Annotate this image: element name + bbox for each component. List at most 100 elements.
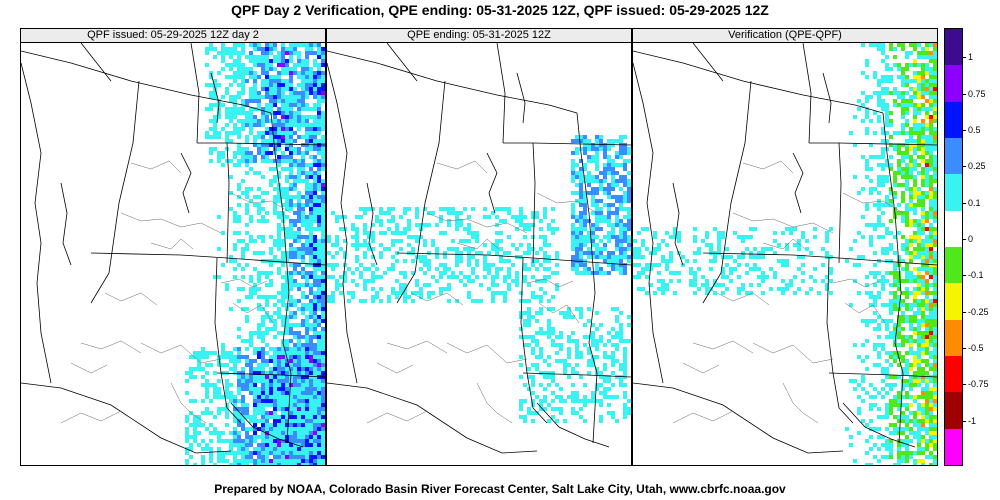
precip-cell	[281, 99, 285, 103]
panel-verification-title: Verification (QPE-QPF)	[633, 29, 937, 43]
precip-cell	[873, 187, 877, 191]
precip-cell	[491, 263, 495, 267]
precip-cell	[455, 259, 459, 263]
precip-cell	[297, 215, 301, 219]
precip-cell	[531, 419, 535, 423]
precip-cell	[301, 411, 305, 415]
precip-cell	[245, 163, 249, 167]
precip-cell	[543, 375, 547, 379]
precip-cell	[249, 131, 253, 135]
precip-cell	[233, 71, 237, 75]
precip-cell	[689, 267, 693, 271]
precip-cell	[905, 175, 909, 179]
precip-cell	[885, 195, 889, 199]
precip-cell	[881, 275, 885, 279]
precip-cell	[237, 463, 241, 465]
precip-cell	[261, 331, 265, 335]
river-line	[230, 192, 292, 214]
precip-cell	[933, 91, 937, 95]
precip-cell	[559, 395, 563, 399]
precip-cell	[209, 159, 213, 163]
precip-cell	[321, 159, 325, 163]
precip-cell	[603, 187, 607, 191]
precip-cell	[615, 307, 619, 311]
precip-cell	[317, 347, 321, 351]
precip-cell	[451, 239, 455, 243]
precip-cell	[313, 43, 317, 47]
precip-cell	[611, 179, 615, 183]
precip-cell	[269, 279, 273, 283]
precip-cell	[881, 211, 885, 215]
precip-cell	[627, 211, 631, 215]
precip-cell	[873, 311, 877, 315]
precip-cell	[229, 367, 233, 371]
precip-cell	[321, 135, 325, 139]
precip-cell	[491, 299, 495, 303]
precip-cell	[865, 175, 869, 179]
precip-cell	[301, 123, 305, 127]
precip-cell	[575, 139, 579, 143]
precip-cell	[889, 47, 893, 51]
precip-cell	[253, 99, 257, 103]
precip-cell	[471, 267, 475, 271]
precip-cell	[877, 351, 881, 355]
precip-cell	[913, 163, 917, 167]
precip-cell	[583, 239, 587, 243]
precip-cell	[273, 75, 277, 79]
colorbar-segment	[945, 356, 962, 393]
precip-cell	[293, 315, 297, 319]
precip-cell	[455, 215, 459, 219]
precip-cell	[431, 243, 435, 247]
precip-cell	[189, 399, 193, 403]
precip-cell	[273, 411, 277, 415]
precip-cell	[277, 155, 281, 159]
precip-cell	[213, 431, 217, 435]
precip-cell	[673, 227, 677, 231]
precip-cell	[439, 275, 443, 279]
precip-cell	[321, 463, 325, 465]
precip-cell	[913, 395, 917, 399]
precip-cell	[825, 251, 829, 255]
precip-cell	[241, 155, 245, 159]
precip-cell	[201, 367, 205, 371]
precip-cell	[297, 375, 301, 379]
precip-cell	[921, 407, 925, 411]
boundary-line	[197, 142, 325, 146]
precip-cell	[587, 271, 591, 275]
precip-cell	[467, 295, 471, 299]
precip-cell	[237, 443, 241, 447]
precip-cell	[281, 107, 285, 111]
precip-cell	[587, 175, 591, 179]
precip-cell	[933, 307, 937, 311]
precip-cell	[285, 419, 289, 423]
precip-cell	[889, 363, 893, 367]
precip-cell	[321, 347, 325, 351]
precip-cell	[313, 79, 317, 83]
precip-cell	[309, 403, 313, 407]
precip-cell	[885, 359, 889, 363]
precip-cell	[277, 455, 281, 459]
precip-cell	[921, 159, 925, 163]
precip-cell	[889, 243, 893, 247]
precip-cell	[933, 331, 937, 335]
precip-cell	[893, 171, 897, 175]
precip-cell	[313, 75, 317, 79]
precip-cell	[371, 235, 375, 239]
precip-cell	[471, 247, 475, 251]
precip-cell	[579, 167, 583, 171]
precip-cell	[359, 271, 363, 275]
precip-cell	[293, 375, 297, 379]
precip-cell	[245, 447, 249, 451]
precip-cell	[269, 143, 273, 147]
precip-cell	[313, 139, 317, 143]
precip-cell	[253, 83, 257, 87]
precip-cell	[273, 83, 277, 87]
precip-cell	[273, 443, 277, 447]
precip-cell	[375, 275, 379, 279]
precip-cell	[379, 219, 383, 223]
precip-cell	[929, 71, 933, 75]
precip-cell	[603, 179, 607, 183]
precip-cell	[873, 155, 877, 159]
precip-cell	[309, 115, 313, 119]
precip-cell	[645, 291, 649, 295]
